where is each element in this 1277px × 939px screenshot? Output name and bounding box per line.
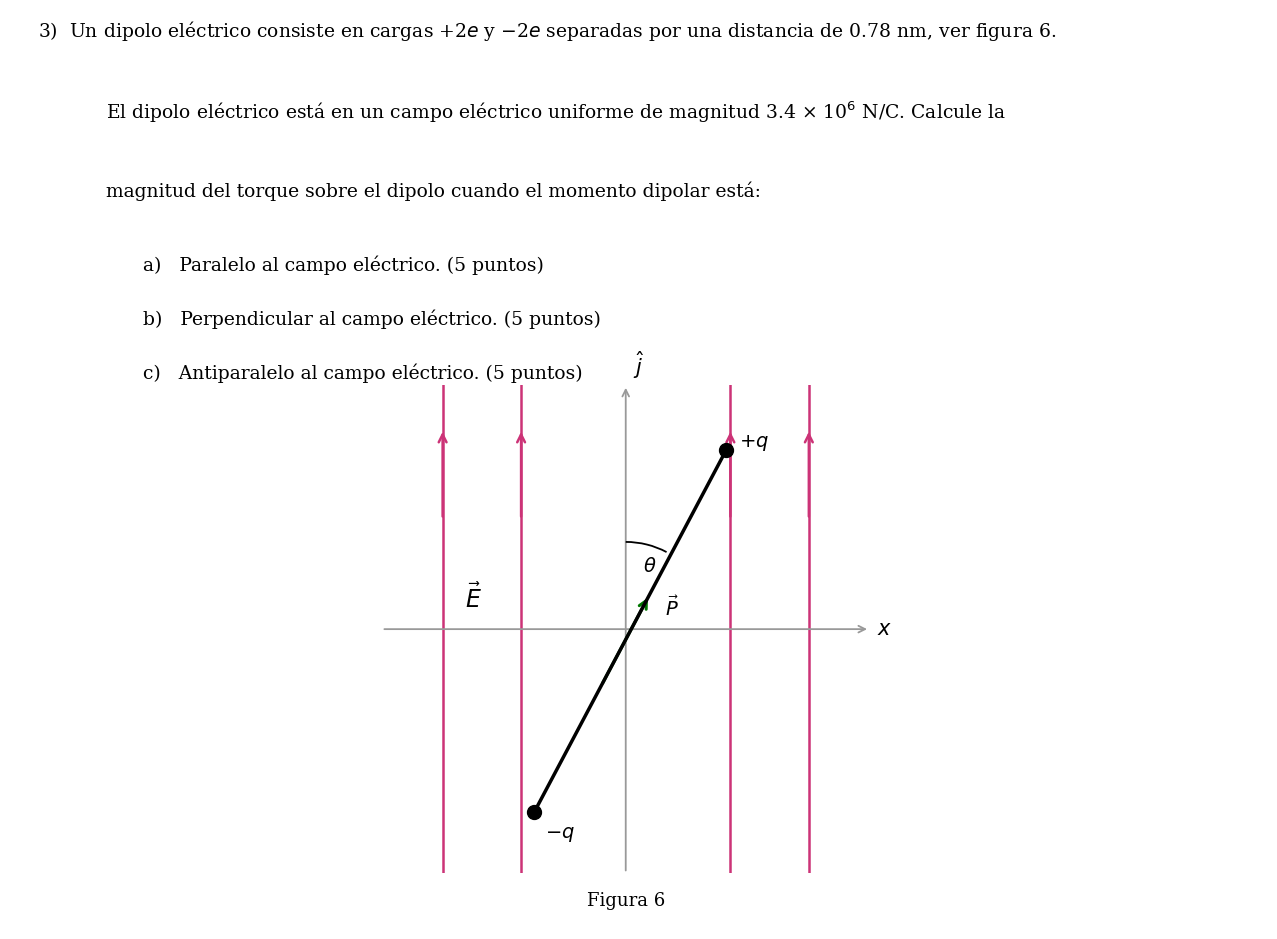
Text: $-q$: $-q$ — [545, 825, 575, 844]
Text: b)   Perpendicular al campo eléctrico. (5 puntos): b) Perpendicular al campo eléctrico. (5 … — [143, 310, 600, 329]
Text: $\theta$: $\theta$ — [644, 557, 656, 576]
Text: $+q$: $+q$ — [739, 434, 769, 454]
Text: Figura 6: Figura 6 — [586, 892, 665, 911]
Text: $\hat{j}$: $\hat{j}$ — [632, 349, 644, 380]
Text: c)   Antiparalelo al campo eléctrico. (5 puntos): c) Antiparalelo al campo eléctrico. (5 p… — [143, 363, 582, 383]
Text: $\vec{E}$: $\vec{E}$ — [465, 584, 481, 613]
Text: $\vec{P}$: $\vec{P}$ — [665, 596, 678, 621]
Text: El dipolo eléctrico está en un campo eléctrico uniforme de magnitud 3.4 × 10$^6$: El dipolo eléctrico está en un campo elé… — [106, 100, 1006, 126]
Text: a)   Paralelo al campo eléctrico. (5 puntos): a) Paralelo al campo eléctrico. (5 punto… — [143, 255, 544, 275]
Text: $x$: $x$ — [877, 620, 891, 639]
Text: magnitud del torque sobre el dipolo cuando el momento dipolar está:: magnitud del torque sobre el dipolo cuan… — [106, 181, 761, 201]
Text: 3)  Un dipolo eléctrico consiste en cargas +2$e$ y −2$e$ separadas por una dista: 3) Un dipolo eléctrico consiste en carga… — [38, 19, 1056, 43]
